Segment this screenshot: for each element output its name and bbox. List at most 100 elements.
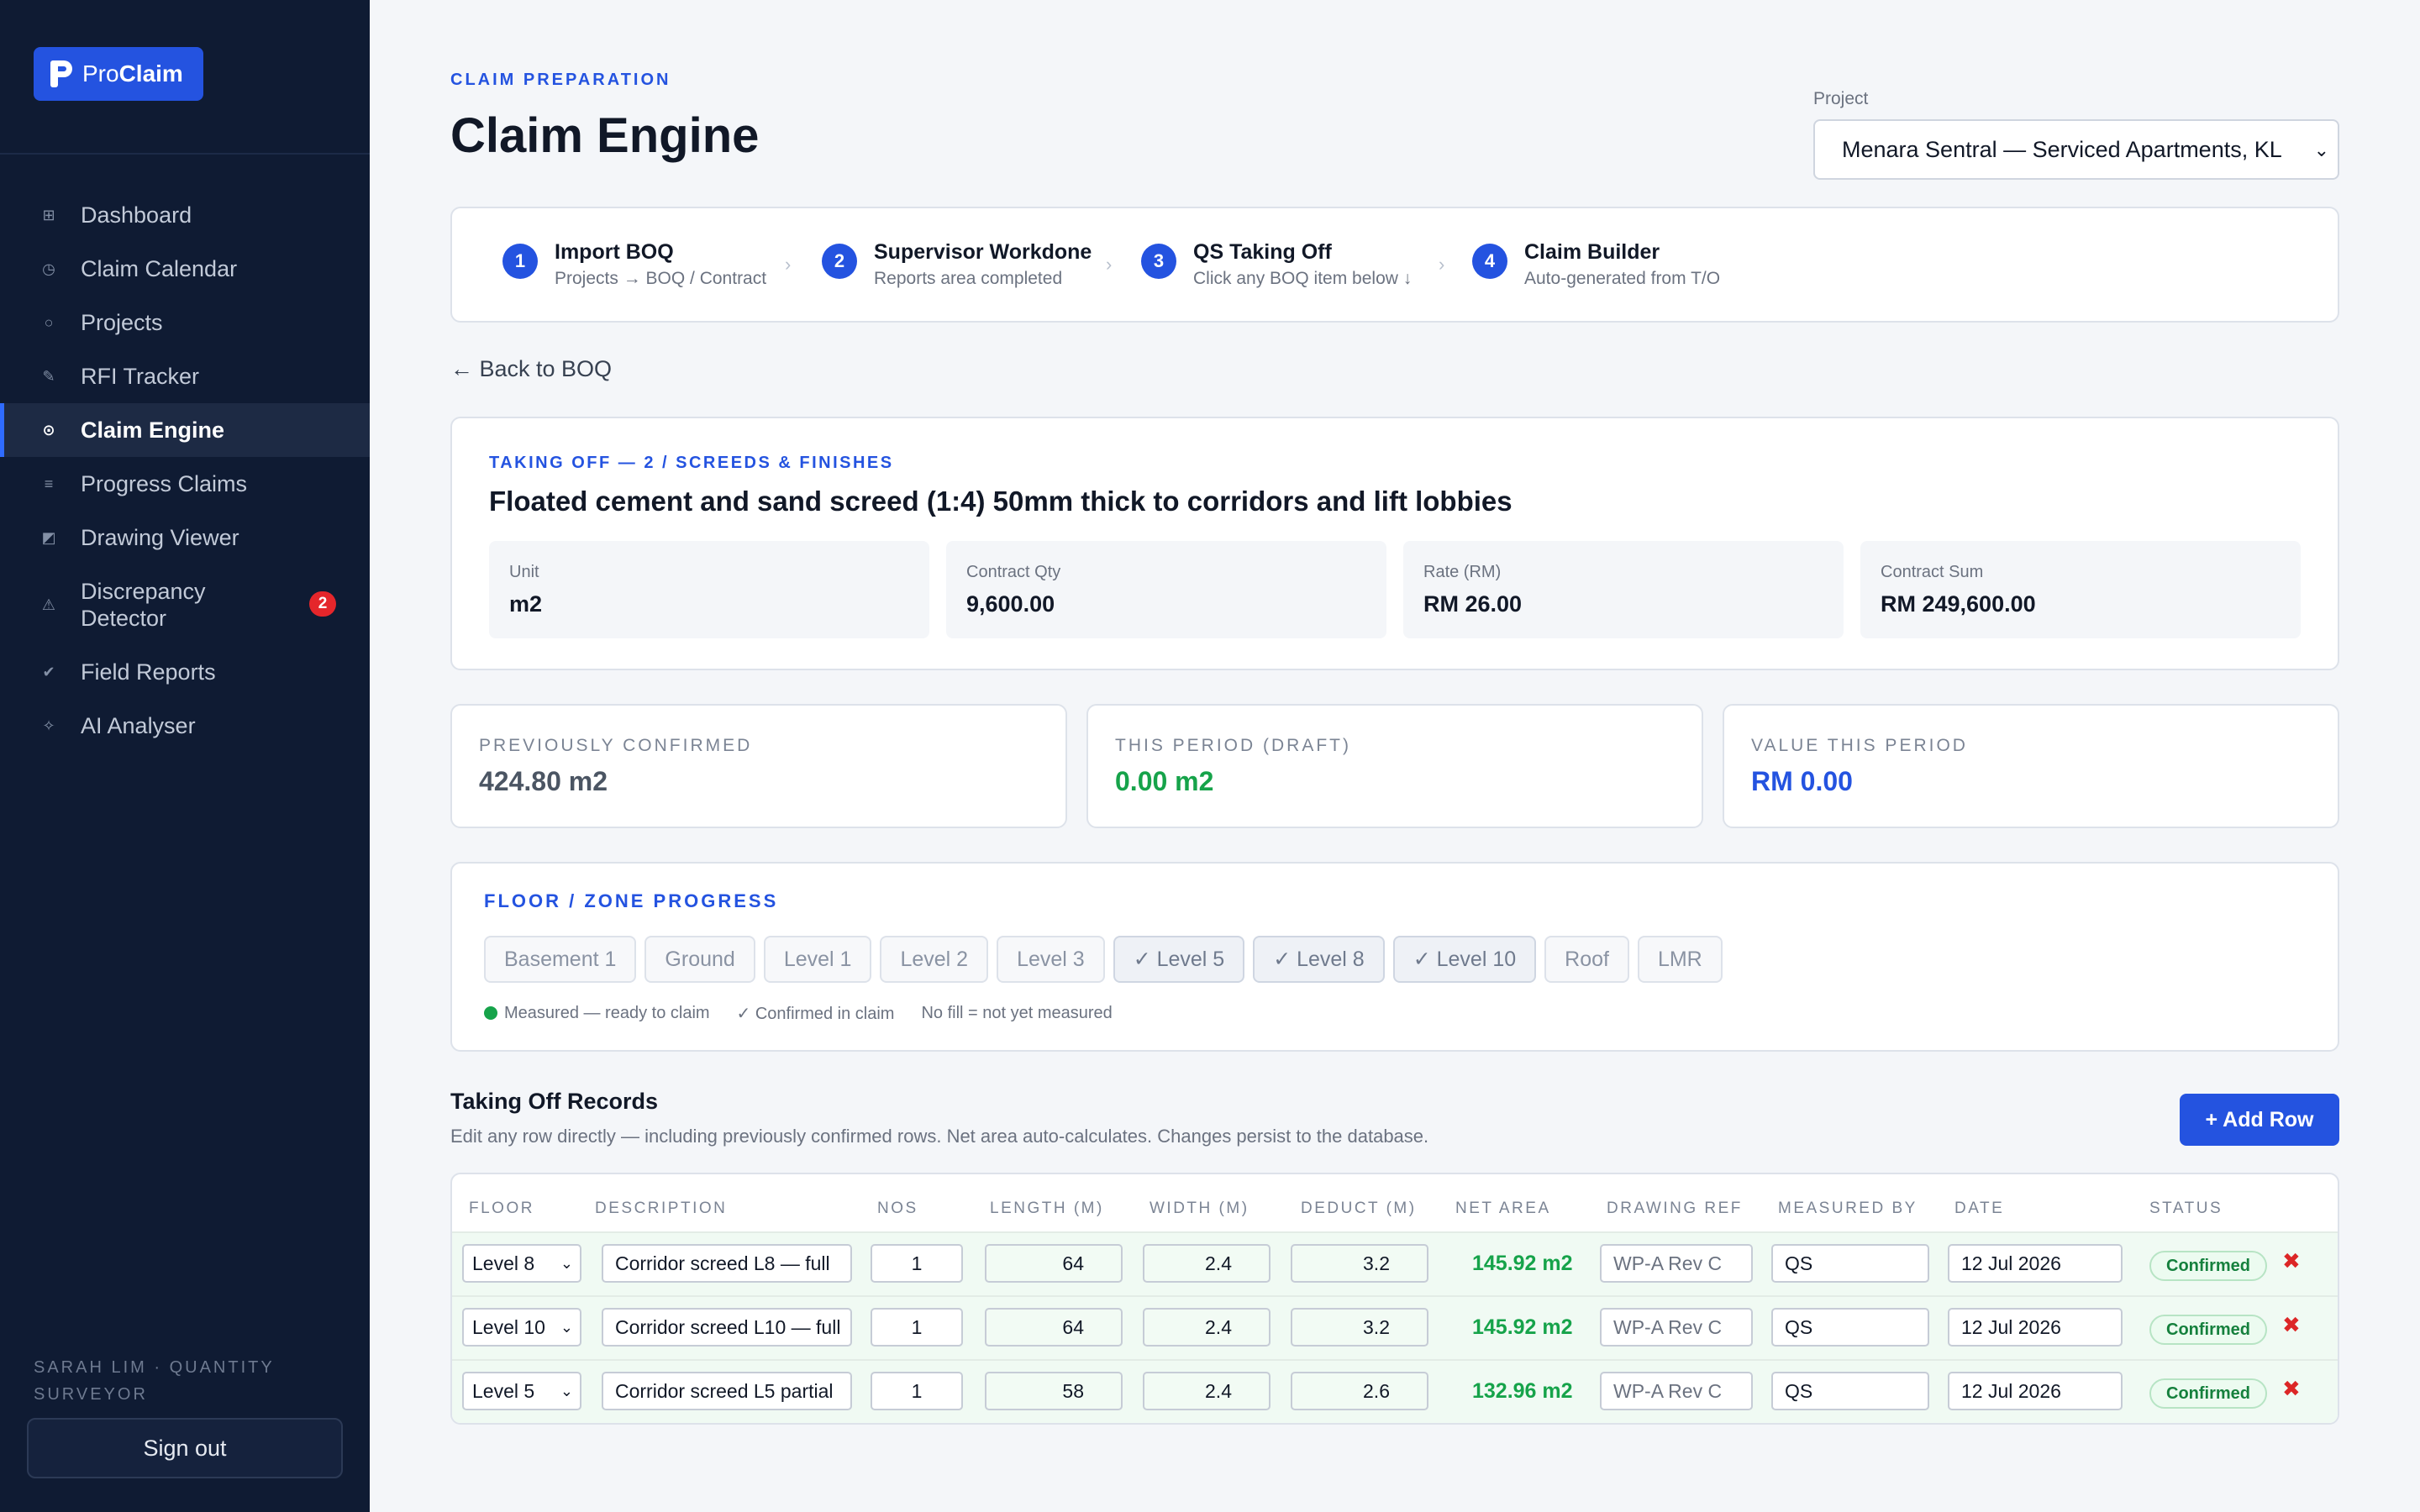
taking-off-table: FLOOR DESCRIPTION NOS LENGTH (M) WIDTH (… [450,1173,2339,1425]
width-input[interactable]: 2.4 [1143,1308,1270,1347]
nos-input[interactable]: 1 [871,1244,963,1283]
fact-label: Contract Sum [1881,563,1984,581]
sidebar-item-field-reports[interactable]: ✔ Field Reports [0,645,370,699]
add-row-button[interactable]: + Add Row [2180,1094,2339,1146]
step-claim-builder[interactable]: 4 Claim Builder Auto-generated from T/O [1472,239,1720,292]
measured-by-input[interactable]: QS [1771,1308,1929,1347]
warning-icon: ⚠ [41,596,56,613]
user-info: SARAH LIM · QUANTITY SURVEYOR [34,1358,275,1404]
length-input[interactable]: 64 [985,1308,1123,1347]
step-subtitle: Projects → BOQ / Contract [555,269,767,288]
step-number: 1 [502,244,538,279]
sidebar-divider [0,153,370,155]
green-dot-icon [484,1006,497,1020]
fact-label: Rate (RM) [1423,563,1502,581]
sidebar-item-ai-analyser[interactable]: ✧ AI Analyser [0,699,370,753]
zone-chip[interactable]: Level 3 [997,936,1105,983]
sparkle-icon: ✧ [42,717,55,734]
sidebar-item-claim-engine[interactable]: ⊙ Claim Engine [0,403,370,457]
legend-no-fill: No fill = not yet measured [921,1004,1113,1022]
column-header: LENGTH (M) [990,1200,1104,1217]
sidebar-item-projects[interactable]: ○ Projects [0,296,370,349]
date-input[interactable]: 12 Jul 2026 [1948,1244,2123,1283]
fact-rate: Rate (RM) RM 26.00 [1403,541,1844,638]
length-input[interactable]: 58 [985,1372,1123,1410]
zone-chip[interactable]: LMR [1637,936,1723,983]
delete-row-icon[interactable]: ✖ [2282,1312,2301,1337]
sidebar-item-label: RFI Tracker [81,364,200,389]
stat-label: PREVIOUSLY CONFIRMED [479,736,753,755]
records-subtitle: Edit any row directly — including previo… [450,1126,1429,1147]
fact-value: RM 26.00 [1423,591,1523,617]
logo-text: ProClaim [82,60,183,87]
pencil-icon: ✎ [42,367,55,385]
sidebar-item-label: Field Reports [81,659,216,685]
zone-chip[interactable]: Basement 1 [484,936,637,983]
fact-label: Unit [509,563,539,581]
zone-chip[interactable]: Level 2 [880,936,989,983]
sidebar-item-rfi-tracker[interactable]: ✎ RFI Tracker [0,349,370,403]
nos-input[interactable]: 1 [871,1308,963,1347]
sidebar-item-discrepancy-detector[interactable]: ⚠ Discrepancy Detector 2 [0,564,370,645]
zone-chip-confirmed[interactable]: ✓ Level 10 [1392,936,1537,983]
description-input[interactable]: Corridor screed L5 partial [602,1372,852,1410]
deduct-input[interactable]: 3.2 [1291,1308,1428,1347]
sidebar-item-drawing-viewer[interactable]: ◩ Drawing Viewer [0,511,370,564]
stat-this-period: THIS PERIOD (DRAFT) 0.00 m2 [1086,704,1703,828]
description-input[interactable]: Corridor screed L10 — full [602,1308,852,1347]
sidebar-item-label: Claim Engine [81,417,225,443]
chevron-right-icon: › [1106,254,1113,275]
back-to-boq-link[interactable]: ← Back to BOQ [450,356,613,381]
step-supervisor-workdone[interactable]: 2 Supervisor Workdone Reports area compl… [822,239,1092,292]
legend-confirmed: ✓ Confirmed in claim [736,1005,895,1023]
nos-input[interactable]: 1 [871,1372,963,1410]
drawing-ref-input[interactable]: WP-A Rev C [1600,1372,1753,1410]
step-title: Claim Builder [1524,240,1660,264]
floor-select[interactable]: Level 10 ⌄ [462,1308,581,1347]
floor-select[interactable]: Level 8 ⌄ [462,1244,581,1283]
delete-row-icon[interactable]: ✖ [2282,1248,2301,1273]
zone-chip[interactable]: Roof [1544,936,1629,983]
app-logo[interactable]: ProClaim [34,47,203,101]
sidebar-item-claim-calendar[interactable]: ◷ Claim Calendar [0,242,370,296]
drawing-ref-input[interactable]: WP-A Rev C [1600,1244,1753,1283]
date-input[interactable]: 12 Jul 2026 [1948,1372,2123,1410]
zone-legend: Measured — ready to claim ✓ Confirmed in… [484,1003,1113,1024]
drawing-ref-input[interactable]: WP-A Rev C [1600,1308,1753,1347]
sidebar-item-progress-claims[interactable]: ≡ Progress Claims [0,457,370,511]
step-title: QS Taking Off [1193,240,1332,264]
fact-contract-qty: Contract Qty 9,600.00 [946,541,1386,638]
measured-by-input[interactable]: QS [1771,1244,1929,1283]
fact-unit: Unit m2 [489,541,929,638]
floor-select[interactable]: Level 5 ⌄ [462,1372,581,1410]
step-title: Import BOQ [555,240,674,264]
zone-chip-confirmed[interactable]: ✓ Level 5 [1113,936,1245,983]
deduct-input[interactable]: 2.6 [1291,1372,1428,1410]
measured-by-input[interactable]: QS [1771,1372,1929,1410]
fact-label: Contract Qty [966,563,1061,581]
column-header: STATUS [2149,1200,2223,1217]
stat-value-this-period: VALUE THIS PERIOD RM 0.00 [1723,704,2339,828]
zone-chip[interactable]: Level 1 [763,936,872,983]
status-badge: Confirmed [2149,1315,2267,1345]
zone-chip-confirmed[interactable]: ✓ Level 8 [1253,936,1385,983]
sidebar-item-dashboard[interactable]: ⊞ Dashboard [0,188,370,242]
boq-item-card: TAKING OFF — 2 / SCREEDS & FINISHES Floa… [450,417,2339,670]
delete-row-icon[interactable]: ✖ [2282,1376,2301,1401]
column-header: WIDTH (M) [1150,1200,1249,1217]
table-row: Level 10 ⌄ Corridor screed L10 — full 1 6… [452,1295,2338,1359]
status-badge: Confirmed [2149,1251,2267,1281]
project-select[interactable]: Menara Sentral — Serviced Apartments, KL… [1813,119,2339,180]
width-input[interactable]: 2.4 [1143,1244,1270,1283]
net-area-value: 145.92 m2 [1472,1315,1573,1339]
step-qs-taking-off[interactable]: 3 QS Taking Off Click any BOQ item below… [1141,239,1412,292]
width-input[interactable]: 2.4 [1143,1372,1270,1410]
description-input[interactable]: Corridor screed L8 — full [602,1244,852,1283]
zone-chip[interactable]: Ground [644,936,755,983]
deduct-input[interactable]: 3.2 [1291,1244,1428,1283]
workflow-stepper: 1 Import BOQ Projects → BOQ / Contract ›… [450,207,2339,323]
length-input[interactable]: 64 [985,1244,1123,1283]
date-input[interactable]: 12 Jul 2026 [1948,1308,2123,1347]
step-import-boq[interactable]: 1 Import BOQ Projects → BOQ / Contract [502,239,766,292]
sign-out-button[interactable]: Sign out [27,1418,343,1478]
